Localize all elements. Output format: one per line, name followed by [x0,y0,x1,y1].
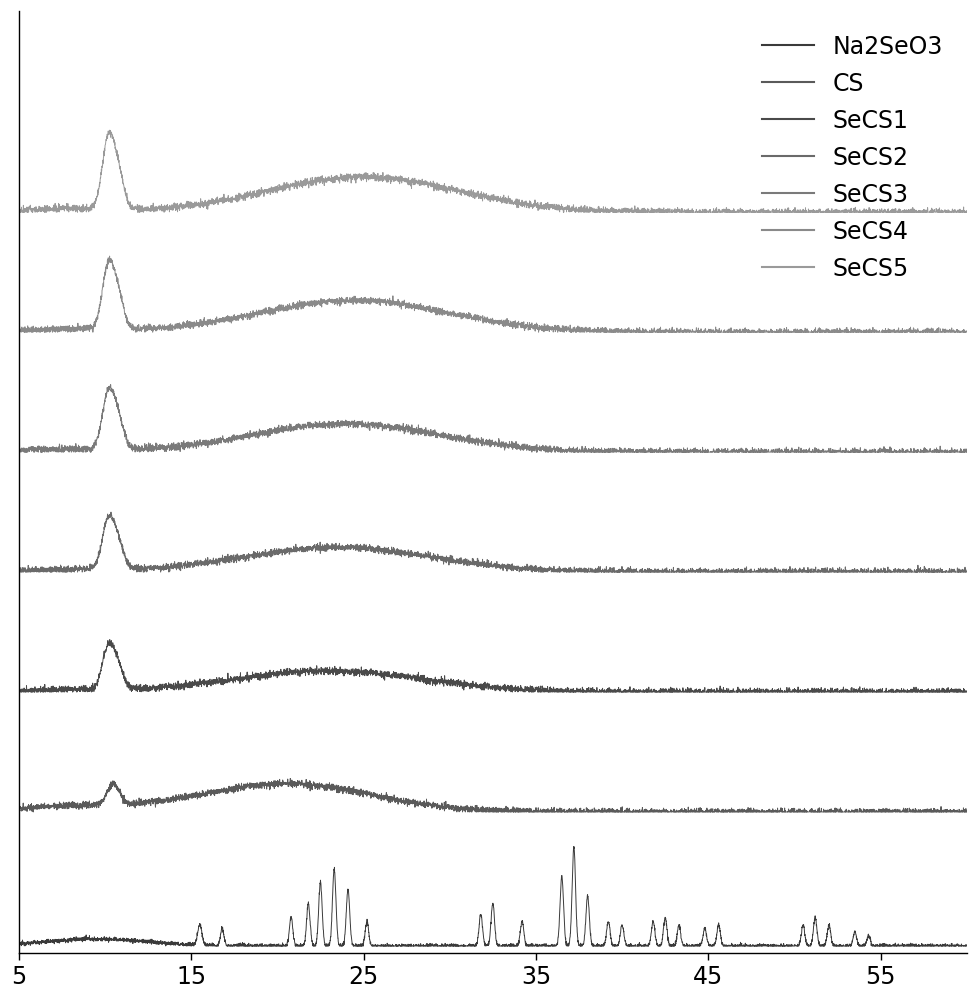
CS [299,778,311,790]
SeCS2 [201,554,213,566]
SeCS2 [842,566,854,578]
Line: Na2SeO3: Na2SeO3 [19,847,966,946]
SeCS5 [299,178,311,190]
Na2SeO3 [13,938,24,950]
SeCS3 [863,445,874,457]
CS [13,801,24,813]
Line: SeCS2: SeCS2 [19,512,966,572]
SeCS1 [13,686,24,698]
SeCS3 [201,437,213,449]
CS [863,805,874,817]
SeCS4 [59,324,70,336]
SeCS1 [299,665,311,677]
SeCS3 [960,446,972,458]
SeCS5 [15,206,26,218]
Line: SeCS3: SeCS3 [19,385,966,452]
SeCS4 [863,326,874,338]
CS [960,806,972,818]
SeCS5 [960,204,972,216]
Na2SeO3 [960,940,972,952]
SeCS1 [200,676,212,688]
CS [842,805,854,817]
SeCS2 [13,563,24,575]
SeCS4 [960,325,972,337]
Na2SeO3 [181,940,192,952]
Line: SeCS5: SeCS5 [19,130,966,212]
SeCS4 [842,326,854,338]
SeCS5 [863,206,874,218]
SeCS3 [13,445,24,457]
SeCS4 [200,317,212,329]
SeCS5 [104,124,115,136]
SeCS4 [389,297,401,309]
SeCS1 [104,634,115,646]
CS [200,787,212,799]
SeCS2 [389,549,401,561]
SeCS5 [842,206,854,218]
SeCS1 [960,686,972,698]
SeCS2 [299,545,311,557]
SeCS2 [105,506,116,518]
SeCS1 [59,684,70,696]
SeCS3 [13,446,24,458]
CS [389,793,401,805]
SeCS3 [389,422,401,434]
Na2SeO3 [299,935,311,947]
CS [284,772,296,784]
SeCS2 [863,566,874,578]
SeCS2 [13,566,24,578]
SeCS3 [59,442,70,454]
CS [14,806,25,818]
SeCS4 [13,326,24,338]
SeCS1 [863,686,874,698]
Na2SeO3 [200,938,212,950]
SeCS4 [104,250,115,262]
Line: SeCS1: SeCS1 [19,640,966,692]
SeCS2 [59,566,70,578]
SeCS5 [389,174,401,186]
Na2SeO3 [389,940,401,952]
SeCS1 [842,686,854,698]
SeCS2 [960,565,972,577]
SeCS3 [299,418,311,430]
Na2SeO3 [842,938,854,950]
SeCS5 [59,204,70,216]
Na2SeO3 [568,841,579,853]
SeCS4 [299,299,311,311]
SeCS5 [13,202,24,214]
Line: SeCS4: SeCS4 [19,256,966,332]
SeCS3 [105,379,116,391]
Na2SeO3 [863,930,874,942]
CS [59,801,70,813]
Na2SeO3 [59,932,70,944]
Legend: Na2SeO3, CS, SeCS1, SeCS2, SeCS3, SeCS4, SeCS5: Na2SeO3, CS, SeCS1, SeCS2, SeCS3, SeCS4,… [749,23,955,292]
SeCS1 [389,670,401,682]
SeCS5 [201,203,213,215]
SeCS3 [842,446,854,458]
Line: CS: CS [19,778,966,812]
